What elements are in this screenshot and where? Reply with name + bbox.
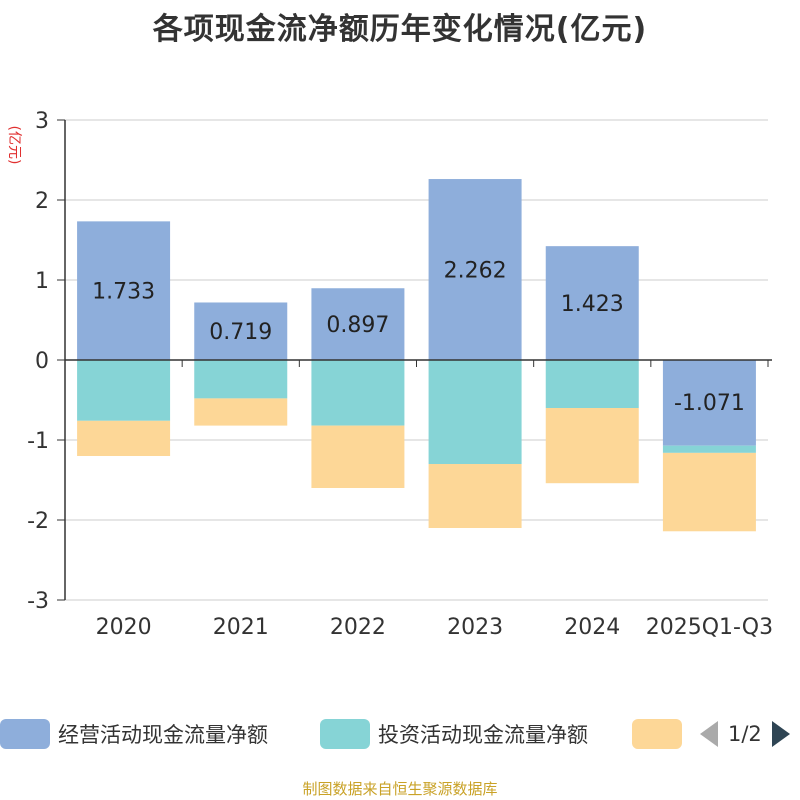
bar-investing — [194, 360, 288, 399]
legend-item-operating[interactable]: 经营活动现金流量净额 — [0, 716, 268, 752]
legend-item-investing[interactable]: 投资活动现金流量净额 — [320, 716, 588, 752]
bar-investing — [311, 360, 405, 426]
legend-page-indicator: 1/2 — [728, 722, 762, 746]
legend-prev-arrow-icon[interactable] — [700, 721, 718, 747]
chart-title: 各项现金流净额历年变化情况(亿元) — [152, 12, 648, 47]
x-tick-label: 2025Q1-Q3 — [646, 615, 773, 640]
bar-third — [662, 452, 756, 532]
bar-operating — [311, 288, 405, 360]
legend-item-third[interactable] — [632, 716, 682, 752]
bar-third — [77, 420, 171, 456]
source-note: 制图数据来自恒生聚源数据库 — [302, 780, 498, 798]
y-axis-title: (亿元) — [6, 126, 22, 165]
x-tick-label: 2023 — [447, 615, 503, 640]
legend-label-operating: 经营活动现金流量净额 — [58, 723, 268, 747]
legend-next-arrow-icon[interactable] — [771, 721, 790, 747]
bar-operating — [662, 360, 756, 446]
bar-data-label: -1.071 — [674, 391, 745, 416]
y-tick-label: -3 — [27, 589, 49, 614]
y-tick-label: 0 — [35, 349, 49, 374]
bar-operating — [77, 221, 171, 360]
bar-data-label: 1.733 — [92, 280, 155, 305]
y-tick-label: -1 — [27, 429, 49, 454]
bar-investing — [428, 360, 522, 464]
chart-plot: -3 -2 -1 0 1 2 3 (亿元) 1.733 2020 0.719 2021 0.897 202… — [6, 109, 773, 640]
y-tick-label: 3 — [35, 109, 49, 134]
bar-operating — [428, 179, 522, 360]
bar-third — [545, 408, 639, 484]
legend: 经营活动现金流量净额 投资活动现金流量净额 1/2 — [0, 716, 800, 752]
x-tick-label: 2024 — [564, 615, 620, 640]
legend-pager: 1/2 — [700, 716, 790, 752]
y-tick-label: 1 — [35, 269, 49, 294]
bar-third — [311, 425, 405, 488]
x-tick-label: 2020 — [96, 615, 152, 640]
y-tick-label: 2 — [35, 189, 49, 214]
bar-third — [428, 464, 522, 528]
bar-third — [194, 398, 288, 426]
bar-investing — [545, 360, 639, 408]
bar-data-label: 2.262 — [444, 259, 507, 284]
legend-label-investing: 投资活动现金流量净额 — [378, 723, 588, 747]
legend-swatch-third — [632, 719, 682, 749]
bar-investing — [662, 445, 756, 453]
legend-swatch-operating — [0, 719, 50, 749]
x-tick-label: 2021 — [213, 615, 269, 640]
y-tick-label: -2 — [27, 509, 49, 534]
bar-data-label: 1.423 — [561, 292, 624, 317]
bar-operating — [545, 246, 639, 360]
bar-data-label: 0.719 — [209, 320, 272, 345]
legend-swatch-investing — [320, 719, 370, 749]
x-tick-label: 2022 — [330, 615, 386, 640]
bar-investing — [77, 360, 171, 421]
bar-operating — [194, 302, 288, 360]
bar-data-label: 0.897 — [326, 313, 389, 338]
